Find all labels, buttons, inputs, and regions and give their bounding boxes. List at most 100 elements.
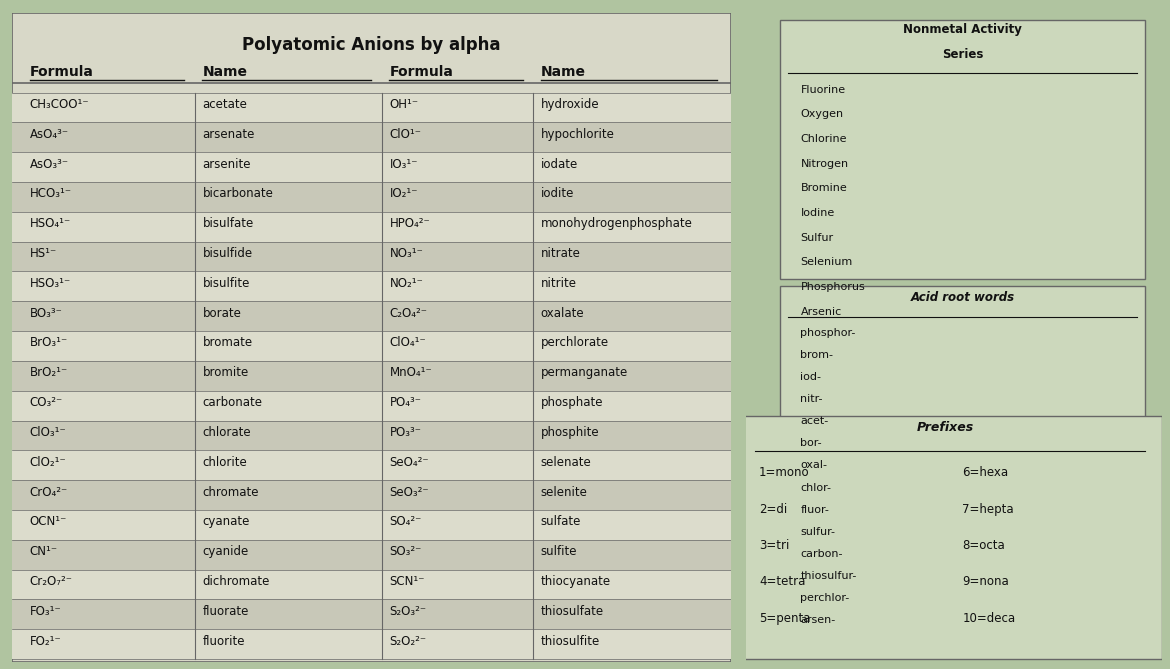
Bar	[13, 182, 730, 212]
Text: thiocyanate: thiocyanate	[541, 575, 611, 588]
Text: HSO₃¹⁻: HSO₃¹⁻	[29, 277, 71, 290]
Text: Chlorine: Chlorine	[800, 134, 847, 144]
Text: cyanide: cyanide	[202, 545, 249, 558]
Text: carbon-: carbon-	[800, 549, 842, 559]
Text: bisulfide: bisulfide	[202, 247, 253, 260]
Text: oxal-: oxal-	[800, 460, 827, 470]
Text: hydroxide: hydroxide	[541, 98, 599, 111]
Text: permanganate: permanganate	[541, 366, 628, 379]
Text: acet-: acet-	[800, 416, 828, 426]
Bar	[13, 331, 730, 361]
Text: chromate: chromate	[202, 486, 259, 498]
Text: Nonmetal Activity: Nonmetal Activity	[903, 23, 1021, 36]
Text: SeO₄²⁻: SeO₄²⁻	[390, 456, 429, 469]
Text: BrO₃¹⁻: BrO₃¹⁻	[29, 337, 68, 349]
Text: HCO₃¹⁻: HCO₃¹⁻	[29, 187, 71, 201]
Bar	[13, 510, 730, 540]
Bar	[779, 286, 1145, 624]
Text: Name: Name	[541, 66, 585, 80]
Text: AsO₄³⁻: AsO₄³⁻	[29, 128, 69, 140]
Text: HS¹⁻: HS¹⁻	[29, 247, 57, 260]
Text: PO₄³⁻: PO₄³⁻	[390, 396, 421, 409]
Text: 10=deca: 10=deca	[963, 611, 1016, 625]
Text: bromite: bromite	[202, 366, 249, 379]
Text: sulfate: sulfate	[541, 515, 581, 529]
Text: HSO₄¹⁻: HSO₄¹⁻	[29, 217, 71, 230]
Bar	[13, 301, 730, 331]
Bar	[779, 20, 1145, 280]
Text: ClO₄¹⁻: ClO₄¹⁻	[390, 337, 426, 349]
Text: Polyatomic Anions by alpha: Polyatomic Anions by alpha	[242, 36, 501, 54]
Text: 6=hexa: 6=hexa	[963, 466, 1009, 479]
Bar	[13, 421, 730, 450]
Text: monohydrogenphosphate: monohydrogenphosphate	[541, 217, 693, 230]
Text: iod-: iod-	[800, 372, 821, 382]
Text: NO₂¹⁻: NO₂¹⁻	[390, 277, 424, 290]
Bar	[13, 540, 730, 569]
Text: Formula: Formula	[390, 66, 453, 80]
Bar	[13, 122, 730, 152]
Text: CO₃²⁻: CO₃²⁻	[29, 396, 63, 409]
Bar	[13, 152, 730, 182]
Text: thiosulfate: thiosulfate	[541, 605, 604, 617]
Text: Formula: Formula	[29, 66, 94, 80]
Text: Cr₂O₇²⁻: Cr₂O₇²⁻	[29, 575, 73, 588]
Bar	[13, 361, 730, 391]
Text: bor-: bor-	[800, 438, 823, 448]
Text: CN¹⁻: CN¹⁻	[29, 545, 57, 558]
Text: chlorite: chlorite	[202, 456, 247, 469]
Text: fluorite: fluorite	[202, 635, 245, 648]
Text: Selenium: Selenium	[800, 258, 853, 268]
Text: arsenite: arsenite	[202, 158, 250, 171]
Text: ClO¹⁻: ClO¹⁻	[390, 128, 421, 140]
Text: Prefixes: Prefixes	[917, 421, 975, 434]
Text: nitrite: nitrite	[541, 277, 577, 290]
Text: bicarbonate: bicarbonate	[202, 187, 274, 201]
Bar	[13, 212, 730, 242]
Text: nitrate: nitrate	[541, 247, 580, 260]
Text: chlor-: chlor-	[800, 482, 832, 492]
Text: MnO₄¹⁻: MnO₄¹⁻	[390, 366, 432, 379]
Text: C₂O₄²⁻: C₂O₄²⁻	[390, 306, 427, 320]
Text: 4=tetra: 4=tetra	[759, 575, 805, 588]
Text: selenite: selenite	[541, 486, 587, 498]
Text: Sulfur: Sulfur	[800, 233, 833, 243]
Text: thiosulfite: thiosulfite	[541, 635, 600, 648]
Text: nitr-: nitr-	[800, 394, 823, 404]
Text: 1=mono: 1=mono	[759, 466, 810, 479]
Text: sulfur-: sulfur-	[800, 527, 835, 537]
Text: oxalate: oxalate	[541, 306, 584, 320]
Text: phosphite: phosphite	[541, 426, 599, 439]
Text: Series: Series	[942, 47, 983, 61]
Text: AsO₃³⁻: AsO₃³⁻	[29, 158, 69, 171]
Bar	[13, 92, 730, 122]
Text: 5=penta: 5=penta	[759, 611, 811, 625]
Bar	[13, 480, 730, 510]
Text: BO₃³⁻: BO₃³⁻	[29, 306, 62, 320]
Text: IO₃¹⁻: IO₃¹⁻	[390, 158, 418, 171]
Bar	[738, 415, 1162, 659]
Bar	[13, 272, 730, 301]
Text: Arsenic: Arsenic	[800, 306, 841, 316]
Text: bisulfite: bisulfite	[202, 277, 249, 290]
Text: HPO₄²⁻: HPO₄²⁻	[390, 217, 431, 230]
Text: IO₂¹⁻: IO₂¹⁻	[390, 187, 418, 201]
Text: 7=hepta: 7=hepta	[963, 502, 1014, 516]
Text: Phosphorus: Phosphorus	[800, 282, 865, 292]
Text: fluorate: fluorate	[202, 605, 249, 617]
Text: Oxygen: Oxygen	[800, 110, 844, 120]
Text: hypochlorite: hypochlorite	[541, 128, 614, 140]
Text: chlorate: chlorate	[202, 426, 252, 439]
Text: borate: borate	[202, 306, 241, 320]
Text: brom-: brom-	[800, 350, 833, 360]
Text: NO₃¹⁻: NO₃¹⁻	[390, 247, 424, 260]
Text: BrO₂¹⁻: BrO₂¹⁻	[29, 366, 68, 379]
Text: carbonate: carbonate	[202, 396, 262, 409]
Text: cyanate: cyanate	[202, 515, 249, 529]
Text: bromate: bromate	[202, 337, 253, 349]
Text: fluor-: fluor-	[800, 504, 830, 514]
Text: dichromate: dichromate	[202, 575, 270, 588]
Text: FO₃¹⁻: FO₃¹⁻	[29, 605, 62, 617]
Text: arsenate: arsenate	[202, 128, 255, 140]
Text: iodate: iodate	[541, 158, 578, 171]
